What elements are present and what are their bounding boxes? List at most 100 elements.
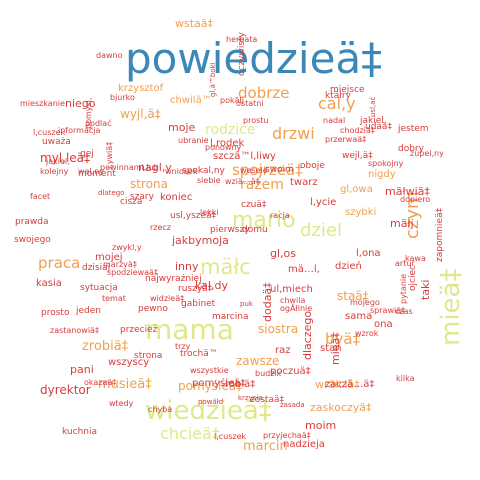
- cloud-word: spodziewaä‡: [107, 268, 158, 277]
- cloud-word: jakbymoja: [172, 234, 229, 247]
- cloud-word: usl,ać: [369, 96, 377, 118]
- cloud-word: zaskoczyä‡: [310, 401, 372, 414]
- cloud-word: dzisiaj: [82, 263, 111, 273]
- cloud-word: pokăłj: [220, 96, 245, 105]
- cloud-word: dawno: [96, 51, 123, 60]
- cloud-word: oboje: [300, 161, 325, 171]
- cloud-word: l,ona: [356, 248, 381, 259]
- cloud-word: ruszyä‡: [178, 284, 213, 294]
- cloud-word: musieä‡: [98, 377, 152, 392]
- cloud-word: strona: [134, 351, 163, 361]
- cloud-word: niego: [65, 97, 96, 110]
- cloud-word: rzecz: [150, 223, 172, 232]
- cloud-word: nadzieja: [283, 439, 325, 450]
- cloud-word: dziel: [300, 220, 342, 241]
- cloud-word: mario: [232, 208, 296, 233]
- cloud-word: kasia: [36, 278, 62, 289]
- cloud-word: jakiel,: [360, 116, 387, 126]
- cloud-word: siostra: [258, 322, 299, 336]
- cloud-word: spokojny: [368, 159, 404, 168]
- cloud-word: artur: [395, 259, 415, 268]
- cloud-word: wstaä‡: [175, 17, 214, 30]
- cloud-word: ul,miech: [270, 284, 313, 295]
- cloud-word: nagl,y: [138, 161, 172, 174]
- cloud-word: podlać: [85, 119, 112, 128]
- cloud-word: sprawiä‡: [370, 306, 406, 315]
- cloud-word: szybki: [345, 207, 377, 218]
- cloud-word: zawsze: [236, 354, 280, 368]
- cloud-word: powiedzieä‡: [125, 34, 383, 83]
- cloud-word: pomyśleä‡: [178, 379, 243, 393]
- cloud-word: zasada: [280, 401, 305, 409]
- cloud-word: mä…l,: [288, 264, 320, 275]
- cloud-word: dobrze: [238, 84, 290, 102]
- cloud-word: mäłc: [200, 255, 251, 279]
- cloud-word: gej: [80, 149, 94, 159]
- cloud-word: dobry: [398, 144, 424, 154]
- cloud-word: uważa: [42, 137, 71, 147]
- cloud-word: wszyscy: [108, 357, 150, 368]
- cloud-word: dlaczego: [301, 310, 314, 360]
- cloud-word: drzwi: [272, 124, 315, 143]
- cloud-word: zwykl,y: [112, 243, 142, 252]
- cloud-word: szczä™l,liwy: [213, 151, 276, 162]
- cloud-word: moim: [305, 419, 337, 432]
- cloud-word: dyrektor: [40, 383, 91, 397]
- cloud-word: moje: [168, 121, 196, 134]
- cloud-word: domu: [242, 225, 268, 235]
- cloud-word: l,cuszek: [33, 128, 66, 137]
- cloud-word: kawa: [405, 254, 426, 263]
- cloud-word: kuchnia: [62, 427, 98, 437]
- cloud-word: zrobiä‡: [82, 339, 129, 354]
- cloud-word: wrăłciä‡: [315, 378, 360, 391]
- cloud-word: mieä‡: [436, 268, 466, 346]
- cloud-word: powăłd: [198, 398, 224, 406]
- cloud-word: zaczä…ä‡: [325, 379, 375, 390]
- cloud-word: herbata: [226, 35, 258, 44]
- cloud-word: wal,ny: [78, 167, 105, 176]
- cloud-word: temat: [102, 294, 126, 303]
- cloud-word: chcieä‡: [160, 424, 220, 443]
- cloud-word: dopiero: [400, 195, 431, 204]
- cloud-word: mieä‡: [329, 332, 342, 365]
- cloud-word: zupel,ny: [410, 149, 444, 158]
- cloud-word: wzrok: [355, 329, 379, 338]
- cloud-word: gl,os: [270, 247, 296, 260]
- cloud-word: wniosek: [165, 167, 198, 176]
- cloud-word: szary: [130, 192, 154, 202]
- cloud-word: gl,ä™boki: [209, 62, 217, 97]
- cloud-word: ogĂłlnie: [280, 304, 313, 313]
- cloud-word: wejl,ä‡: [342, 151, 373, 161]
- cloud-word: kolejny: [40, 167, 69, 176]
- cloud-word: sama: [345, 311, 373, 322]
- cloud-word: inny: [175, 260, 199, 273]
- cloud-word: prostu: [243, 116, 269, 125]
- cloud-word: przerwaä‡: [325, 135, 367, 144]
- cloud-word: staä‡: [337, 289, 369, 303]
- cloud-word: prawda: [15, 217, 49, 227]
- cloud-word: wszystkie: [190, 366, 229, 375]
- cloud-word: marzyä‡: [103, 260, 137, 269]
- cloud-word: dzień: [335, 261, 362, 272]
- cloud-word: najwyraźniej: [145, 274, 202, 284]
- cloud-word: spokal,ny: [182, 166, 225, 176]
- cloud-word: jakiel,: [46, 157, 70, 166]
- cloud-word: przyjechaä‡: [263, 431, 311, 440]
- cloud-word: myl,leä‡: [40, 151, 91, 165]
- cloud-word: mäłj: [390, 217, 414, 230]
- cloud-word: koniec: [160, 192, 193, 203]
- cloud-word: zapomnieä‡: [435, 208, 445, 262]
- cloud-word: cisza: [120, 197, 143, 207]
- cloud-word: krzysztof: [118, 83, 164, 94]
- cloud-word: strona: [130, 177, 168, 191]
- cloud-word: czuä‡: [241, 200, 267, 210]
- cloud-word: ponowny: [205, 143, 242, 152]
- cloud-word: oczywisty: [237, 31, 247, 76]
- cloud-word: bjurko: [110, 93, 135, 102]
- cloud-word: ubranie: [178, 136, 209, 145]
- cloud-word: mama: [145, 313, 234, 346]
- cloud-word: gabinet: [181, 299, 216, 309]
- cloud-word: chwila: [280, 296, 306, 305]
- cloud-word: ojciec: [408, 265, 418, 292]
